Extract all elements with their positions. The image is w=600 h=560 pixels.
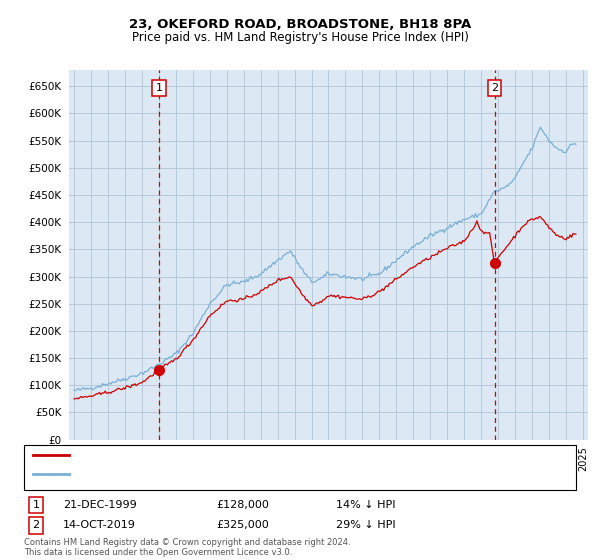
Text: 21-DEC-1999: 21-DEC-1999 — [63, 500, 137, 510]
Text: £325,000: £325,000 — [216, 520, 269, 530]
Text: 14-OCT-2019: 14-OCT-2019 — [63, 520, 136, 530]
Text: 1: 1 — [32, 500, 40, 510]
Text: 1: 1 — [155, 83, 163, 93]
Text: Price paid vs. HM Land Registry's House Price Index (HPI): Price paid vs. HM Land Registry's House … — [131, 31, 469, 44]
Text: 2: 2 — [32, 520, 40, 530]
Text: 23, OKEFORD ROAD, BROADSTONE, BH18 8PA: 23, OKEFORD ROAD, BROADSTONE, BH18 8PA — [129, 18, 471, 31]
Text: 29% ↓ HPI: 29% ↓ HPI — [336, 520, 395, 530]
Text: 23, OKEFORD ROAD, BROADSTONE, BH18 8PA (detached house): 23, OKEFORD ROAD, BROADSTONE, BH18 8PA (… — [75, 450, 411, 460]
Text: HPI: Average price, detached house, Bournemouth Christchurch and Poole: HPI: Average price, detached house, Bour… — [75, 469, 463, 479]
Text: 14% ↓ HPI: 14% ↓ HPI — [336, 500, 395, 510]
Text: 2: 2 — [491, 83, 498, 93]
Text: £128,000: £128,000 — [216, 500, 269, 510]
Text: Contains HM Land Registry data © Crown copyright and database right 2024.
This d: Contains HM Land Registry data © Crown c… — [24, 538, 350, 557]
